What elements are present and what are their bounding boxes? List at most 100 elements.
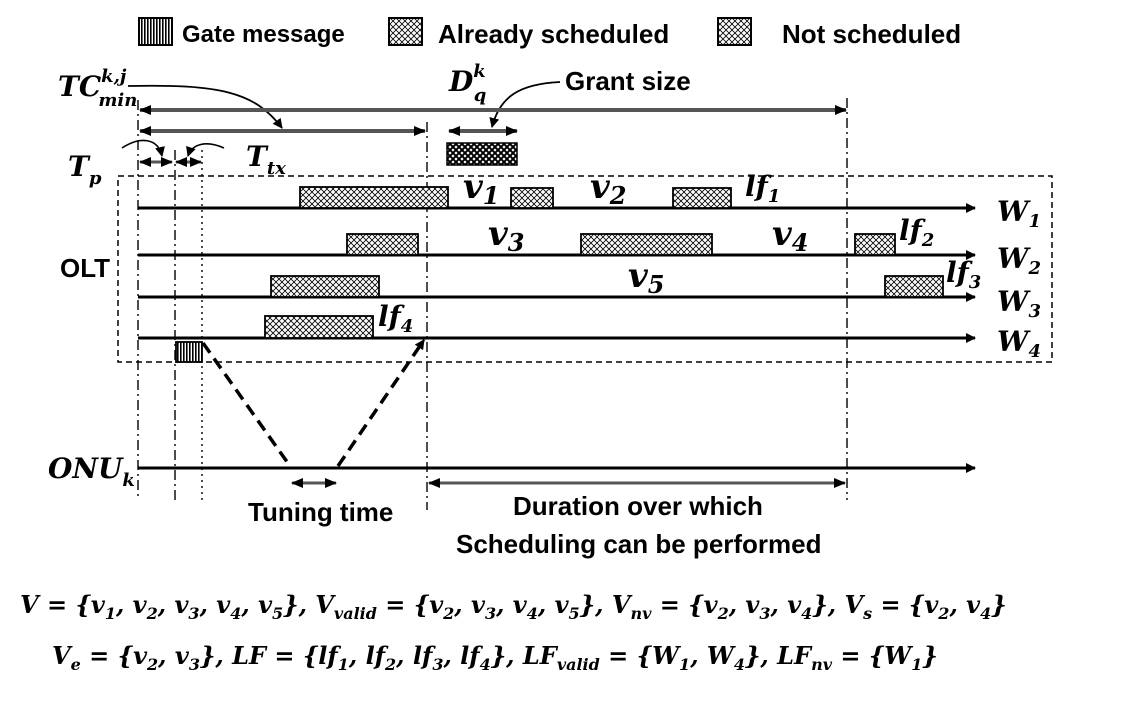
tuning-time-label: Tuning time xyxy=(248,497,393,527)
equation-segment: }, V xyxy=(812,590,865,619)
equation-line-1: V = {v1, v2, v3, v4, v5}, Vvalid = {v2, … xyxy=(20,590,1007,623)
upstream-dashed-line xyxy=(336,339,426,467)
equation-segment: , lf xyxy=(442,641,483,670)
grant-size-label: Grant size xyxy=(565,66,691,96)
duration-label-line2: Scheduling can be performed xyxy=(456,529,822,559)
equation-segment: 4 xyxy=(801,604,812,623)
v5-label: v5 xyxy=(628,256,664,299)
w4-label: W4 xyxy=(997,325,1041,362)
w1-block-1 xyxy=(299,186,449,209)
equation-segment: 3 xyxy=(759,604,770,623)
void-labels: v1 v2 v3 v4 v5 xyxy=(463,167,808,299)
equation-segment: V = {v xyxy=(20,590,106,619)
equation-segment: = {v xyxy=(81,641,148,670)
equation-segment: 1 xyxy=(911,655,922,674)
equation-segment: 2 xyxy=(937,604,949,623)
equation-segment: 3 xyxy=(485,604,496,623)
equation-segment: , v xyxy=(948,590,981,619)
tc-curve-arrow xyxy=(127,84,283,129)
equation-segment: V xyxy=(52,641,73,670)
scheduled-blocks xyxy=(264,186,944,339)
v4-label: v4 xyxy=(772,214,808,257)
wavelength-lines: W1 W2 W3 W4 xyxy=(138,195,1041,362)
equation-segment: , v xyxy=(115,590,148,619)
olt-label: OLT xyxy=(60,253,110,283)
equation-segment: }, V xyxy=(283,590,336,619)
legend-gate-swatch xyxy=(138,17,173,46)
equation-segment: 3 xyxy=(189,655,200,674)
lf3-label: lf3 xyxy=(946,256,981,293)
w2-block-3 xyxy=(854,233,896,256)
equation-segment: 5 xyxy=(569,604,580,623)
w3-block-2 xyxy=(884,275,944,298)
equation-segment: , v xyxy=(770,590,803,619)
equation-segment: , v xyxy=(240,590,273,619)
equation-segment: 4 xyxy=(480,655,491,674)
equation-segment: } xyxy=(922,641,937,670)
equation-segment: 1 xyxy=(105,604,116,623)
w1-block-3 xyxy=(672,187,732,209)
equation-segment: , lf xyxy=(348,641,389,670)
equation-segment: = {W xyxy=(832,641,913,670)
legend-already-label: Already scheduled xyxy=(438,19,669,49)
tc-min-label: TCk,j min xyxy=(58,66,137,111)
equation-segment: 4 xyxy=(230,604,241,623)
equation-segment: 2 xyxy=(442,604,454,623)
dq-label: Dk q xyxy=(448,61,486,106)
downstream-dashed-line xyxy=(201,341,292,468)
olt-box xyxy=(117,175,1053,363)
equation-segment: 2 xyxy=(384,655,396,674)
equation-segment: , v xyxy=(453,590,486,619)
w3-label: W3 xyxy=(997,285,1041,322)
equation-segment: = {v xyxy=(377,590,444,619)
equation-segment: valid xyxy=(557,655,600,674)
equation-segment: }, LF = {lf xyxy=(200,641,341,670)
grant-size-block xyxy=(446,142,518,166)
equation-segment: nv xyxy=(811,655,833,674)
equation-segment: 5 xyxy=(272,604,283,623)
equation-segment: , v xyxy=(157,641,190,670)
w2-block-1 xyxy=(346,233,419,256)
equation-segment: e xyxy=(71,655,81,674)
equation-segment: 3 xyxy=(432,655,443,674)
v3-label: v3 xyxy=(488,214,524,257)
equation-segment: 2 xyxy=(146,604,158,623)
v2-label: v2 xyxy=(590,167,626,210)
equation-segment: , v xyxy=(495,590,528,619)
equation-segment: }, LF xyxy=(745,641,813,670)
equation-segment: 4 xyxy=(980,604,991,623)
equation-segment: s xyxy=(862,604,872,623)
equation-segment: 4 xyxy=(734,655,745,674)
equation-segment: 1 xyxy=(338,655,349,674)
ttx-label: Ttx xyxy=(246,140,286,179)
duration-label-line1: Duration over which xyxy=(513,491,763,521)
equation-segment: , v xyxy=(537,590,570,619)
equation-segment: 3 xyxy=(188,604,199,623)
equation-segment: , lf xyxy=(395,641,436,670)
tp-label: Tp xyxy=(68,150,102,189)
equation-segment: 2 xyxy=(717,604,729,623)
ttx-curve-arrow xyxy=(186,143,225,157)
lf4-label: lf4 xyxy=(378,300,413,337)
legend: Gate message Already scheduled Not sched… xyxy=(138,17,961,49)
equation-segment: }, V xyxy=(580,590,633,619)
w1-label: W1 xyxy=(997,195,1041,232)
equation-segment: , v xyxy=(157,590,190,619)
equation-segment: = {v xyxy=(651,590,718,619)
timing-annotations: TCk,j min Dk q Grant size Tp Ttx xyxy=(58,61,847,189)
grant-curve-arrow xyxy=(489,81,561,128)
lf-labels: lf1 lf2 lf3 lf4 xyxy=(378,170,981,337)
equation-segment: } xyxy=(991,590,1006,619)
equation-segment: = {v xyxy=(872,590,939,619)
equation-segment: nv xyxy=(630,604,652,623)
equation-segment: , v xyxy=(728,590,761,619)
equation-segment: }, LF xyxy=(491,641,559,670)
equation-segment: , W xyxy=(689,641,736,670)
legend-gate-label: Gate message xyxy=(182,21,345,48)
w2-block-2 xyxy=(580,233,713,256)
lf2-label: lf2 xyxy=(899,214,934,251)
equation-segment: 1 xyxy=(679,655,690,674)
equation-segment: valid xyxy=(334,604,377,623)
lf1-label: lf1 xyxy=(745,170,780,207)
equation-line-2: Ve = {v2, v3}, LF = {lf1, lf2, lf3, lf4}… xyxy=(52,641,938,674)
